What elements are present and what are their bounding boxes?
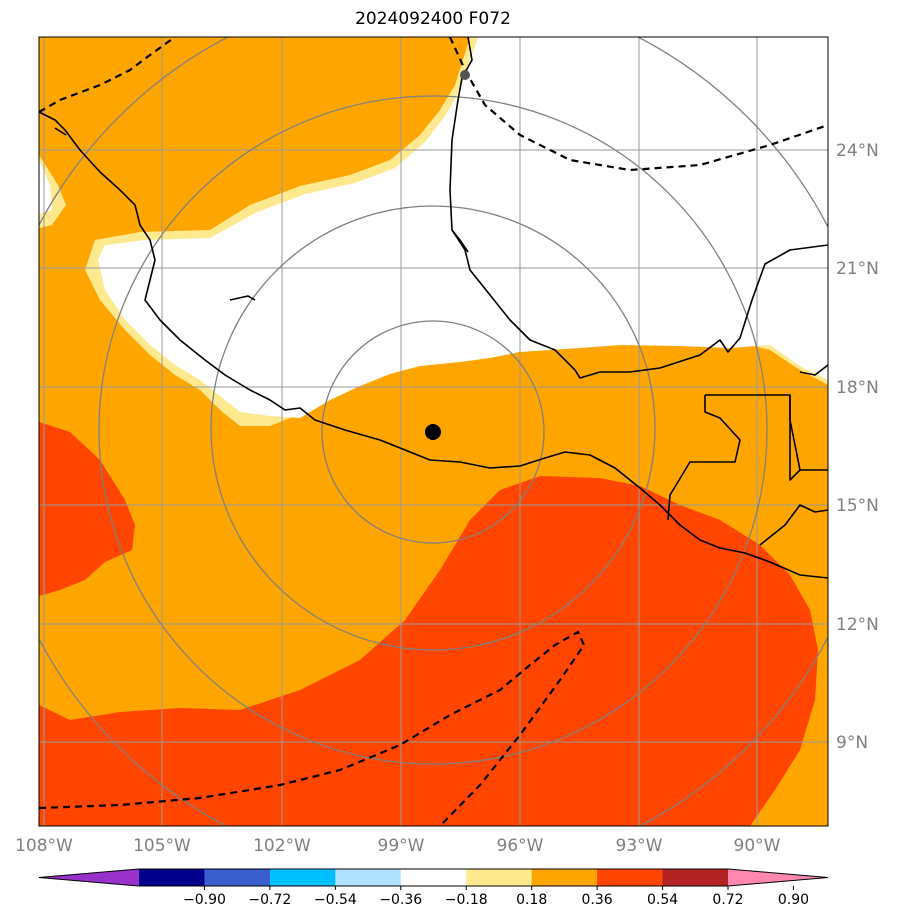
field-white-patch-left-inner — [39, 160, 52, 214]
storm-center-marker — [425, 424, 441, 440]
colorbar-tick-label: −0.72 — [248, 892, 291, 908]
colorbar-labels: −0.90 −0.72 −0.54 −0.36 −0.18 0.18 0.36 0.54 0.7… — [183, 892, 809, 908]
colorbar-tick-label: 0.18 — [516, 892, 547, 908]
colorbar-tick-label: −0.36 — [379, 892, 422, 908]
map-title: 2024092400 F072 — [355, 9, 511, 29]
field-red-region-south — [39, 476, 818, 826]
colorbar-swatch — [531, 869, 598, 886]
colorbar-swatch — [139, 869, 205, 886]
lat-label: 18°N — [836, 378, 879, 398]
lat-label: 12°N — [836, 615, 879, 635]
colorbar-swatch — [335, 869, 402, 886]
colorbar-extend-min — [39, 869, 139, 886]
lon-label: 108°W — [15, 836, 73, 856]
colorbar-tick-label: 0.90 — [778, 892, 809, 908]
lon-label: 102°W — [253, 836, 311, 856]
field-red-blob-left — [39, 422, 135, 596]
lon-labels: 108°W 105°W 102°W 99°W 96°W 93°W 90°W — [15, 836, 781, 856]
field-white-region — [98, 37, 828, 418]
colorbar-tick-label: −0.54 — [314, 892, 357, 908]
graticule — [39, 37, 828, 826]
colorbar-swatch — [466, 869, 533, 886]
map-frame — [38, 36, 829, 827]
range-rings — [39, 37, 828, 826]
coastlines — [39, 37, 828, 579]
map-area — [39, 37, 828, 826]
colorbar — [38, 868, 829, 890]
lon-label: 99°W — [378, 836, 425, 856]
colorbar-swatch — [662, 869, 729, 886]
colorbar-tick-label: 0.54 — [647, 892, 678, 908]
lon-label: 96°W — [497, 836, 544, 856]
range-ring-3 — [98, 95, 768, 765]
colorbar-tick-label: −0.18 — [445, 892, 488, 908]
colorbar-outline — [38, 868, 829, 887]
colorbar-tick-label: 0.36 — [582, 892, 613, 908]
colorbar-swatch — [269, 869, 336, 886]
lat-label: 24°N — [836, 141, 879, 161]
lat-label: 21°N — [836, 259, 879, 279]
colorbar-swatch — [400, 869, 467, 886]
range-ring-1 — [321, 320, 545, 544]
lat-labels: 24°N 21°N 18°N 15°N 12°N 9°N — [836, 141, 879, 753]
lon-label: 105°W — [133, 836, 191, 856]
lon-label: 90°W — [734, 836, 781, 856]
small-marker — [460, 70, 470, 80]
colorbar-swatch — [204, 869, 271, 886]
colorbar-tick-label: 0.72 — [712, 892, 743, 908]
lat-label: 15°N — [836, 496, 879, 516]
colorbar-extend-max — [728, 869, 828, 886]
lat-label: 9°N — [836, 733, 868, 753]
lon-label: 93°W — [616, 836, 663, 856]
dashed-contours — [39, 37, 828, 826]
range-ring-2 — [210, 205, 656, 651]
colorbar-swatch — [597, 869, 664, 886]
colorbar-tick-label: −0.90 — [183, 892, 226, 908]
